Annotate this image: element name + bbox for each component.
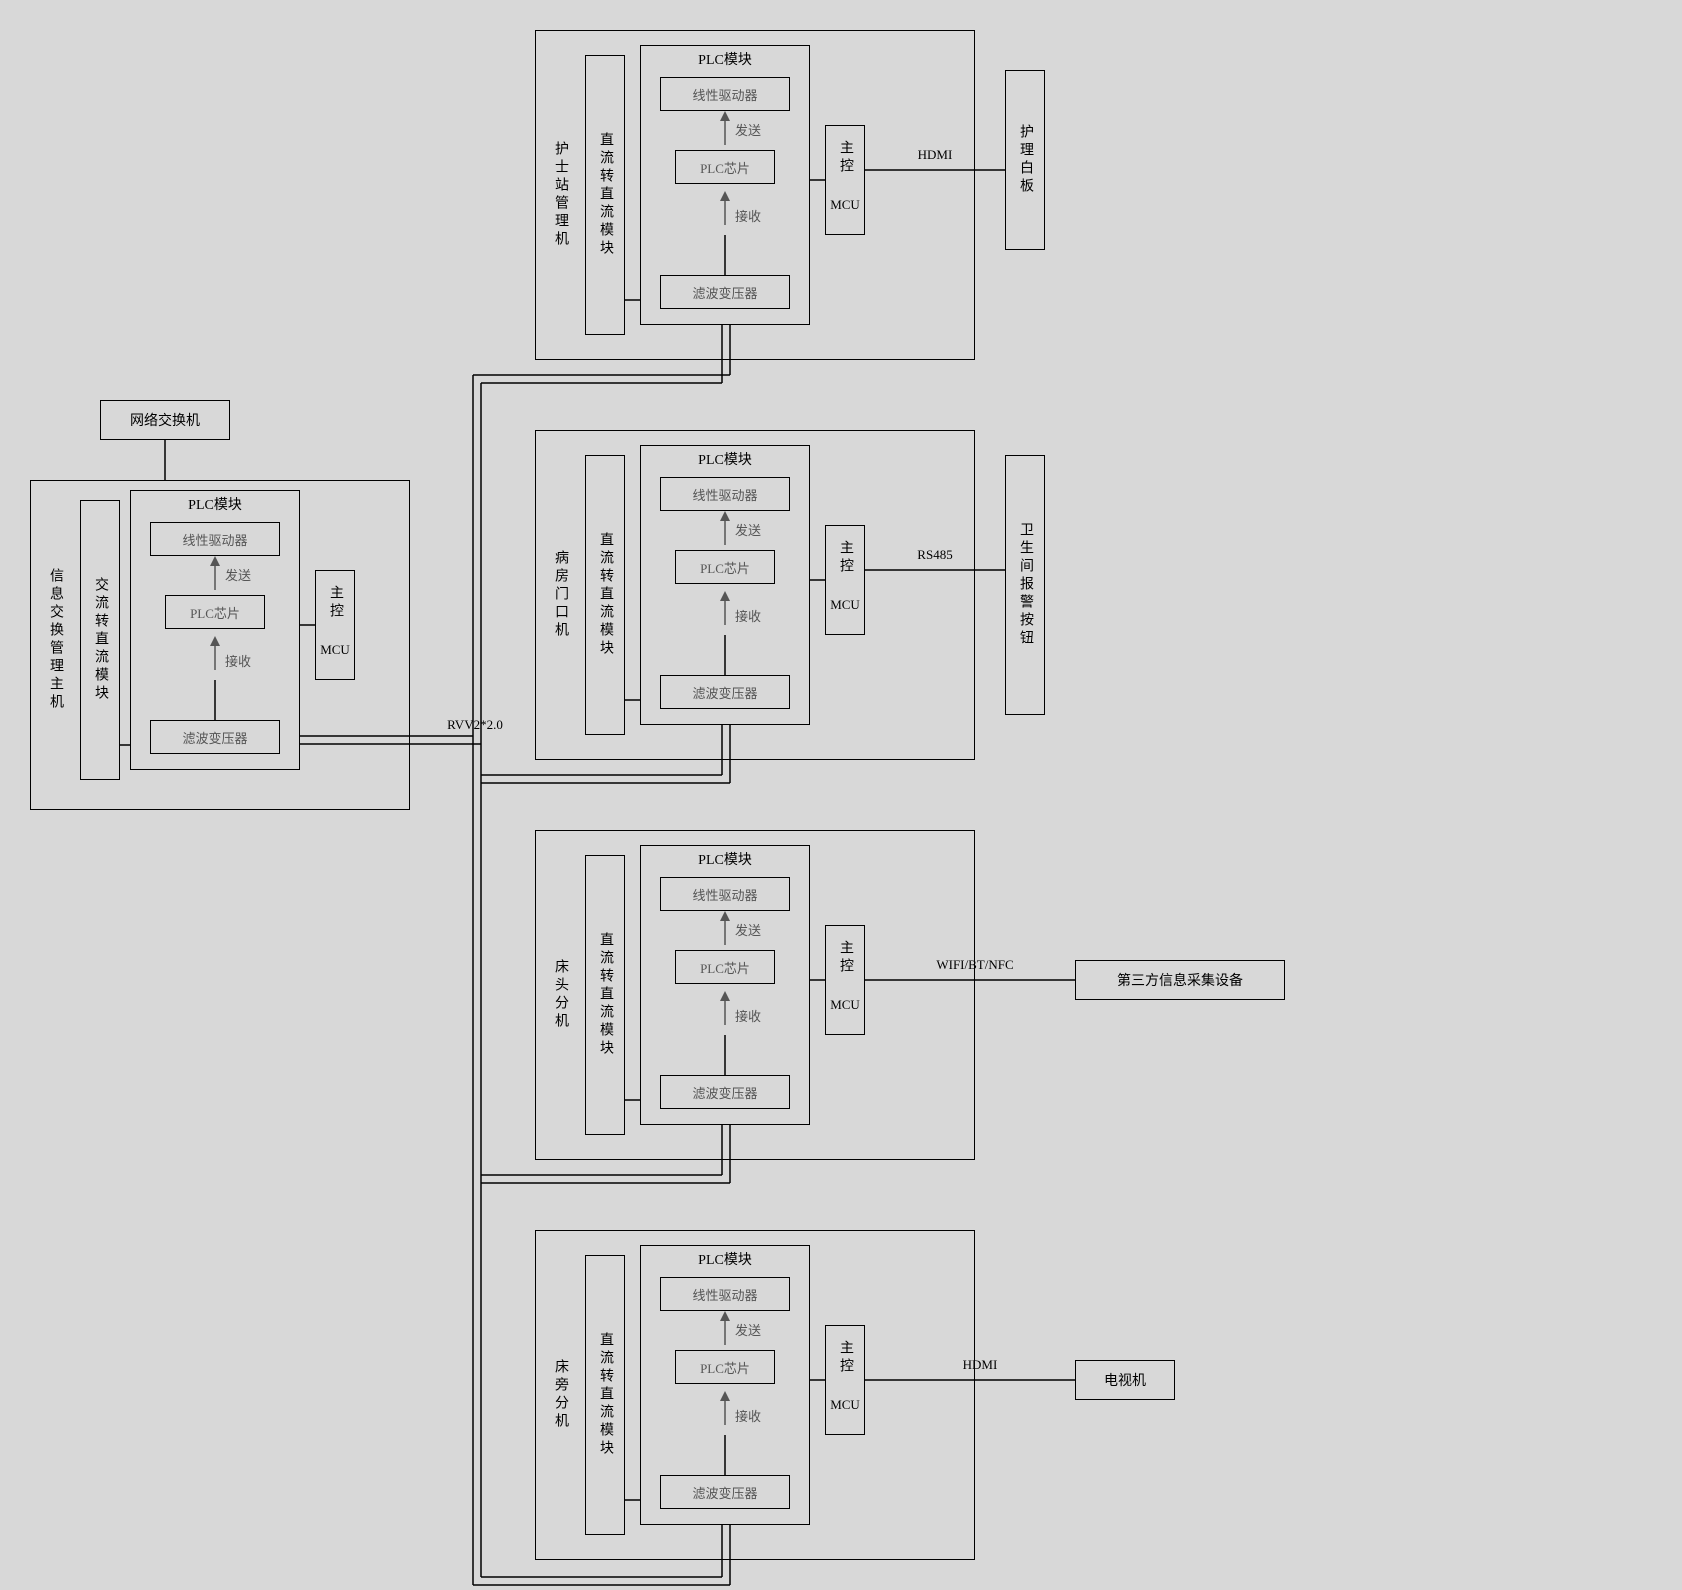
- ward-plc-module: PLC模块 线性驱动器 发送 接收 PLC芯片 滤波变压器: [640, 445, 810, 725]
- ward-dcdc-label: 直流转直流模块: [585, 455, 625, 735]
- bedhead-title: 床头分机: [547, 845, 573, 1145]
- network-switch-label: 网络交换机: [100, 400, 230, 440]
- bedside-plc-module: PLC模块 线性驱动器 发送 接收 PLC芯片 滤波变压器: [640, 1245, 810, 1525]
- ward-mcu-v: 主控: [825, 530, 865, 585]
- host-acdc-label: 交流转直流模块: [80, 500, 120, 780]
- bedhead-dcdc-label: 直流转直流模块: [585, 855, 625, 1135]
- bedside-mcu-b: MCU: [825, 1395, 865, 1415]
- host-mcu-b: MCU: [315, 640, 355, 660]
- nurse-board-label: 护理白板: [1005, 70, 1045, 250]
- ward-mcu-b: MCU: [825, 595, 865, 615]
- nurse-dcdc-label: 直流转直流模块: [585, 55, 625, 335]
- nurse-mcu-b: MCU: [825, 195, 865, 215]
- bathroom-label: 卫生间报警按钮: [1005, 455, 1045, 715]
- cable-label: RVV2*2.0: [425, 715, 525, 735]
- bedside-title: 床旁分机: [547, 1245, 573, 1545]
- tv-label: 电视机: [1075, 1360, 1175, 1400]
- ward-rs485-label: RS485: [885, 545, 985, 565]
- bedhead-plc-module: PLC模块 线性驱动器 发送 接收 PLC芯片 滤波变压器: [640, 845, 810, 1125]
- nurse-hdmi-label: HDMI: [885, 145, 985, 165]
- bedhead-mcu-b: MCU: [825, 995, 865, 1015]
- ward-title: 病房门口机: [547, 445, 573, 745]
- nurse-title: 护士站管理机: [547, 45, 573, 345]
- nurse-mcu-v: 主控: [825, 130, 865, 185]
- main-host-title: 信息交换管理主机: [42, 490, 68, 790]
- bedhead-mcu-v: 主控: [825, 930, 865, 985]
- nurse-plc-module: PLC模块 线性驱动器 发送 接收 PLC芯片 滤波变压器: [640, 45, 810, 325]
- bedside-hdmi-label: HDMI: [930, 1355, 1030, 1375]
- bedside-dcdc-label: 直流转直流模块: [585, 1255, 625, 1535]
- bedside-mcu-v: 主控: [825, 1330, 865, 1385]
- bedhead-wifi-label: WIFI/BT/NFC: [895, 955, 1055, 975]
- host-plc-module: PLC模块 线性驱动器 发送 接收 PLC芯片 滤波变压器: [130, 490, 300, 770]
- third-party-label: 第三方信息采集设备: [1075, 960, 1285, 1000]
- host-mcu-v: 主控: [315, 575, 355, 630]
